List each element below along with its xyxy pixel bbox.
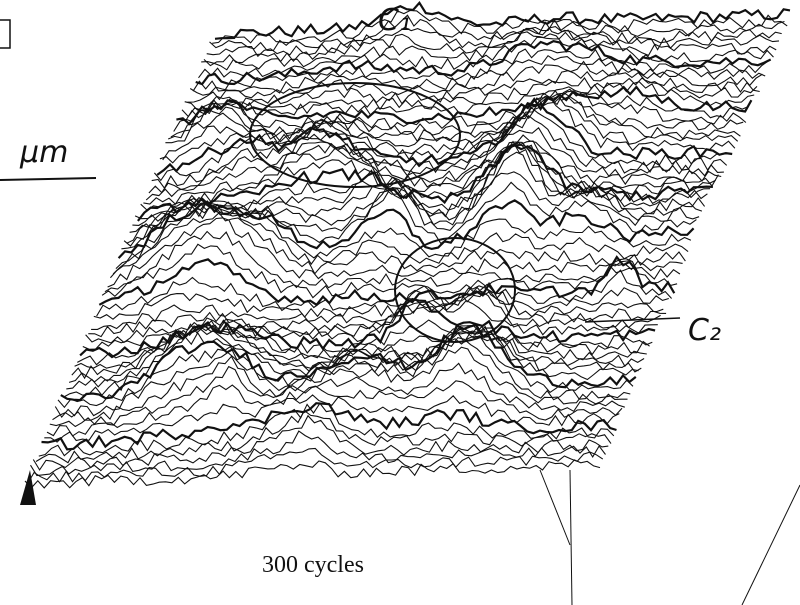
profile-line bbox=[143, 140, 719, 206]
profile-line bbox=[98, 255, 676, 307]
profile-line bbox=[112, 207, 689, 275]
profile-line bbox=[101, 243, 678, 299]
profile-line bbox=[109, 211, 686, 279]
profile-line bbox=[167, 92, 744, 143]
profile-line bbox=[71, 324, 647, 380]
profile-line bbox=[165, 90, 741, 148]
profile-line bbox=[184, 70, 760, 111]
region-c2-outline bbox=[394, 237, 516, 343]
profile-line bbox=[41, 402, 617, 451]
profile-line bbox=[189, 54, 766, 96]
profile-line bbox=[121, 181, 697, 250]
profile-line bbox=[85, 285, 661, 344]
profile-line bbox=[179, 81, 755, 122]
scale-marker bbox=[0, 19, 11, 49]
caption: 300 cycles bbox=[262, 552, 364, 578]
profile-line bbox=[82, 289, 658, 350]
profile-line bbox=[107, 217, 683, 288]
profile-line bbox=[88, 279, 664, 338]
profile-line bbox=[27, 447, 604, 484]
profile-line bbox=[66, 325, 642, 390]
profile-line bbox=[115, 203, 692, 270]
profile-line bbox=[74, 324, 650, 369]
profile-line bbox=[54, 336, 631, 419]
profile-line bbox=[170, 90, 747, 138]
profile-line bbox=[192, 48, 769, 92]
stand-line bbox=[569, 469, 573, 605]
profile-line bbox=[52, 346, 628, 421]
profile-line bbox=[30, 430, 606, 477]
profile-line bbox=[38, 402, 615, 457]
profile-line bbox=[209, 14, 785, 52]
label-unit: μm bbox=[19, 135, 68, 170]
label-c2: C₂ bbox=[688, 313, 721, 348]
c2-leader bbox=[584, 317, 681, 323]
profile-line bbox=[44, 394, 620, 443]
surface-mesh bbox=[24, 0, 791, 489]
profile-line bbox=[198, 33, 774, 79]
stand-line bbox=[741, 484, 800, 605]
profile-line bbox=[201, 31, 777, 71]
stand-line bbox=[539, 469, 571, 546]
profile-line bbox=[181, 77, 758, 118]
profile-line bbox=[93, 286, 669, 320]
profile-line bbox=[206, 21, 782, 58]
profile-line bbox=[151, 114, 728, 190]
profile-line bbox=[57, 331, 634, 409]
profile-line bbox=[60, 323, 637, 402]
profile-line bbox=[24, 459, 601, 489]
profile-line bbox=[148, 126, 724, 194]
profile-line bbox=[35, 409, 612, 464]
profile-line bbox=[212, 9, 788, 44]
profile-line bbox=[104, 230, 681, 293]
profile-line bbox=[117, 199, 695, 259]
profile-line bbox=[145, 134, 722, 201]
profile-line bbox=[176, 85, 753, 126]
profile-line bbox=[137, 144, 713, 222]
scale-bar bbox=[0, 177, 97, 181]
profile-line bbox=[49, 362, 625, 428]
label-c1: C₁ bbox=[378, 3, 411, 38]
profile-line bbox=[32, 414, 609, 471]
profile-line bbox=[132, 141, 708, 226]
profile-line bbox=[77, 319, 653, 366]
profile-line bbox=[173, 88, 749, 132]
profile-line bbox=[91, 283, 667, 330]
profile-line bbox=[96, 269, 673, 317]
profile-line bbox=[187, 60, 763, 103]
corner-post bbox=[20, 470, 36, 505]
region-c1-outline bbox=[249, 82, 461, 188]
profile-line bbox=[46, 380, 623, 437]
